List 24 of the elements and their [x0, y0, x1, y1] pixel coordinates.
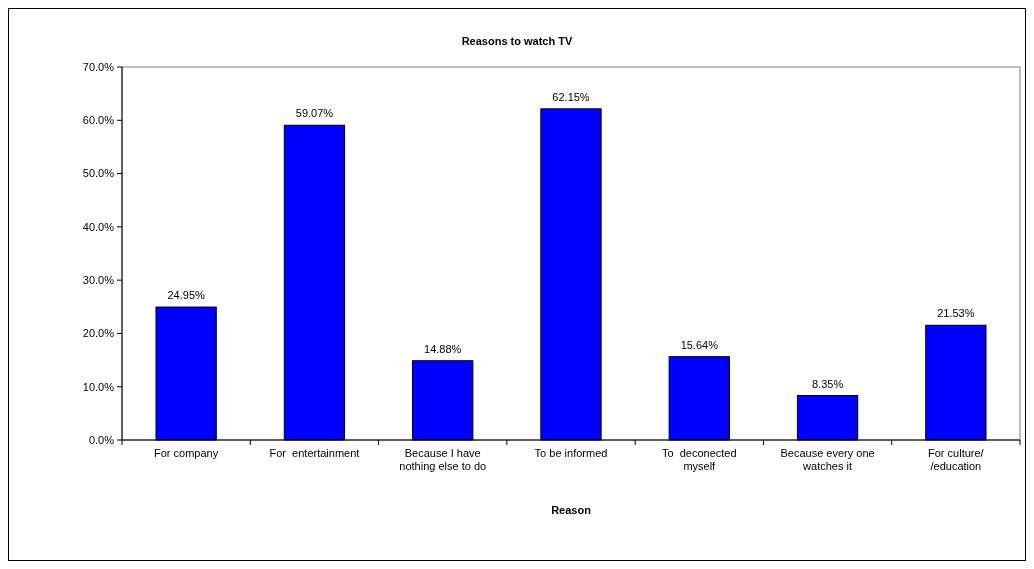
data-label: 24.95%: [167, 289, 206, 302]
x-tick-label: To deconected myself: [661, 447, 737, 472]
x-tick-label: For entertainment: [269, 447, 360, 459]
x-tick-label: To be informed: [534, 447, 608, 459]
y-tick-label: 0.0%: [88, 433, 115, 446]
x-tick-label: Because I have nothing else to do: [399, 447, 487, 472]
data-label: 15.64%: [680, 338, 719, 351]
y-tick-label: 60.0%: [82, 114, 115, 127]
x-tick-label: For company: [154, 447, 219, 459]
data-label: 14.88%: [424, 342, 462, 355]
y-tick-label: 20.0%: [82, 327, 115, 340]
y-tick-label: 50.0%: [82, 167, 115, 180]
data-label: 8.35%: [811, 377, 844, 390]
x-axis-title: Reason: [551, 504, 592, 516]
y-tick-label: 40.0%: [82, 220, 115, 233]
y-tick-label: 70.0%: [82, 60, 115, 73]
x-tick-label: For culture/ /education: [928, 447, 985, 472]
y-tick-label: 10.0%: [82, 380, 115, 393]
data-label: 21.53%: [937, 307, 975, 320]
data-label: 59.07%: [295, 107, 334, 120]
data-label: 62.15%: [552, 90, 590, 103]
x-tick-label: Because every one watches it: [780, 447, 875, 472]
chart-title: Reasons to watch TV: [461, 35, 573, 47]
y-tick-label: 30.0%: [82, 273, 115, 286]
